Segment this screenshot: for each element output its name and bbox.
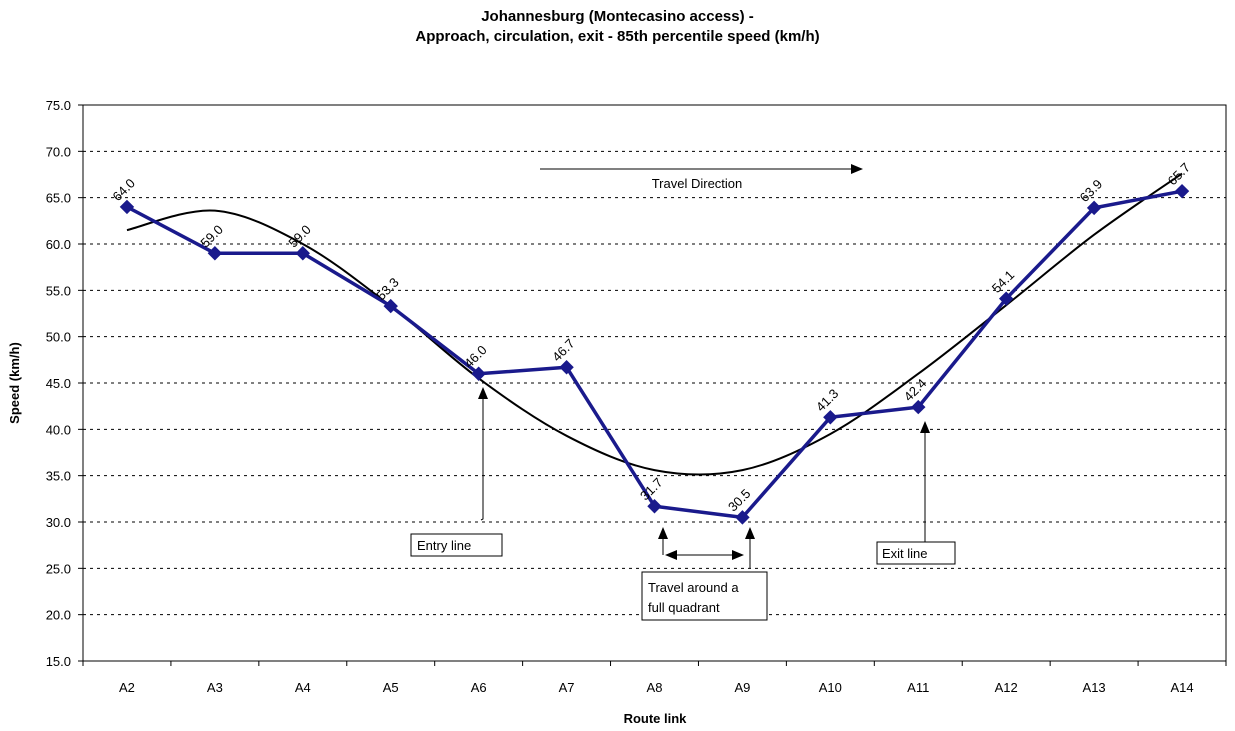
exit-line-label: Exit line [882, 546, 928, 561]
data-label: 64.0 [110, 175, 139, 204]
travel-direction-annotation: Travel Direction [540, 164, 863, 191]
x-tick-label: A6 [471, 680, 487, 695]
y-tick-label: 25.0 [46, 561, 71, 576]
chart-title-line-1: Johannesburg (Montecasino access) - [481, 8, 754, 25]
y-tick-label: 35.0 [46, 469, 71, 484]
entry-line-annotation: Entry line [410, 387, 503, 557]
x-tick-label: A9 [734, 680, 750, 695]
data-point [295, 246, 311, 261]
data-point [823, 410, 838, 425]
x-tick-labels: A2 A3 A4 A5 A6 A7 A8 A9 A10 A11 A12 A13 A14 [82, 661, 1227, 695]
y-tick-label: 50.0 [46, 330, 71, 345]
data-point [471, 366, 486, 381]
x-tick-label: A4 [295, 680, 311, 695]
quadrant-label-line-1: Travel around a [648, 580, 739, 595]
series-group [119, 183, 1190, 525]
exit-line-box [876, 541, 956, 565]
y-axis-label: Speed (km/h) [7, 342, 22, 424]
data-label: 46.7 [549, 336, 578, 365]
data-label: 46.0 [461, 342, 490, 371]
chart-title-line-2: Approach, circulation, exit - 85th perce… [415, 28, 820, 45]
entry-line-label: Entry line [417, 538, 471, 553]
y-tick-label: 75.0 [46, 98, 71, 113]
quadrant-box [641, 571, 768, 621]
x-tick-label: A8 [647, 680, 663, 695]
x-tick-label: A10 [819, 680, 842, 695]
data-point [911, 399, 926, 415]
x-tick-label: A12 [995, 680, 1018, 695]
data-point [1086, 200, 1102, 216]
data-label: 41.3 [813, 386, 842, 415]
y-tick-label: 30.0 [46, 515, 71, 530]
data-point [207, 246, 223, 261]
data-point [1174, 183, 1190, 199]
travel-direction-label: Travel Direction [652, 176, 743, 191]
data-label: 31.7 [637, 475, 666, 504]
x-tick-label: A3 [207, 680, 223, 695]
entry-line-connector [480, 390, 484, 521]
data-point [559, 360, 574, 375]
y-tick-label: 15.0 [46, 654, 71, 669]
y-tick-label: 70.0 [46, 144, 71, 159]
x-tick-label: A5 [383, 680, 399, 695]
data-point [119, 199, 135, 215]
data-point [735, 510, 750, 525]
y-tick-label: 65.0 [46, 191, 71, 206]
data-point [383, 298, 398, 314]
data-point [998, 291, 1014, 306]
x-tick-label: A2 [119, 680, 135, 695]
y-tick-label: 55.0 [46, 283, 71, 298]
data-label: 63.9 [1077, 176, 1106, 205]
x-tick-label: A14 [1170, 680, 1193, 695]
data-label: 59.0 [285, 222, 314, 251]
quadrant-annotation: Travel around a full quadrant [641, 527, 768, 621]
y-tick-label: 60.0 [46, 237, 71, 252]
x-tick-label: A13 [1083, 680, 1106, 695]
entry-line-box [410, 533, 503, 557]
quadrant-label-line-2: full quadrant [648, 600, 720, 615]
data-point [647, 499, 662, 514]
y-tick-label: 45.0 [46, 376, 71, 391]
y-tick-labels: 15.0 20.0 25.0 30.0 35.0 40.0 45.0 50.0 55.0 60.0… [46, 98, 83, 669]
x-axis-label: Route link [624, 711, 688, 726]
x-tick-label: A11 [907, 680, 929, 695]
gridlines [83, 150, 1226, 616]
y-tick-label: 20.0 [46, 608, 71, 623]
x-tick-label: A7 [559, 680, 575, 695]
exit-line-annotation: Exit line [876, 421, 956, 565]
y-tick-label: 40.0 [46, 422, 71, 437]
data-label: 65.7 [1165, 160, 1194, 189]
